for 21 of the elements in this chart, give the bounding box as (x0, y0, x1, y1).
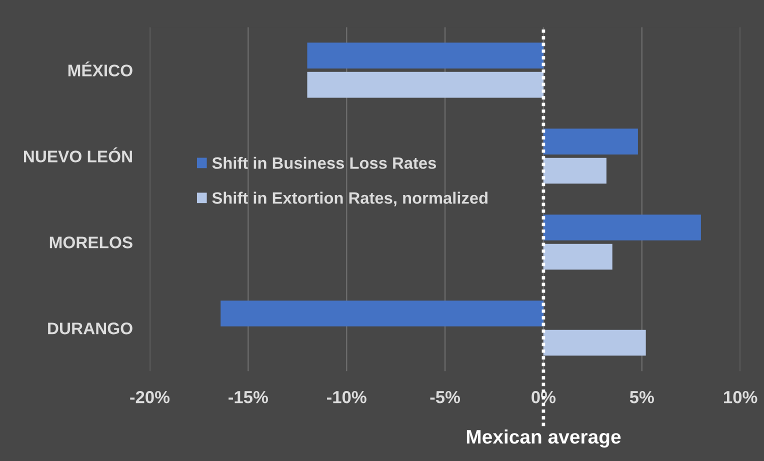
y-tick-label: DURANGO (48, 322, 132, 334)
x-tick-label: 10% (724, 391, 758, 404)
y-tick-label: MORELOS (50, 236, 132, 248)
bar (220, 300, 544, 326)
x-tick-label: -20% (130, 391, 170, 404)
y-tick-label: NUEVO LEÓN (24, 147, 132, 162)
bar (543, 128, 638, 154)
bar (543, 244, 612, 270)
y-tick-label: MÉXICO (68, 61, 132, 76)
bar (543, 158, 606, 184)
ref-line-label: Mexican average (466, 429, 621, 448)
x-tick-label: -15% (228, 391, 268, 404)
legend-label: Shift in Extortion Rates, normalized (212, 192, 488, 206)
bar (307, 42, 544, 68)
bar (543, 214, 701, 240)
x-tick-label: 5% (630, 391, 654, 404)
bar (307, 72, 544, 98)
legend-label: Shift in Business Loss Rates (212, 156, 436, 169)
bar (543, 330, 646, 356)
x-tick-label: -5% (430, 391, 460, 404)
x-tick-label: -10% (327, 391, 366, 404)
